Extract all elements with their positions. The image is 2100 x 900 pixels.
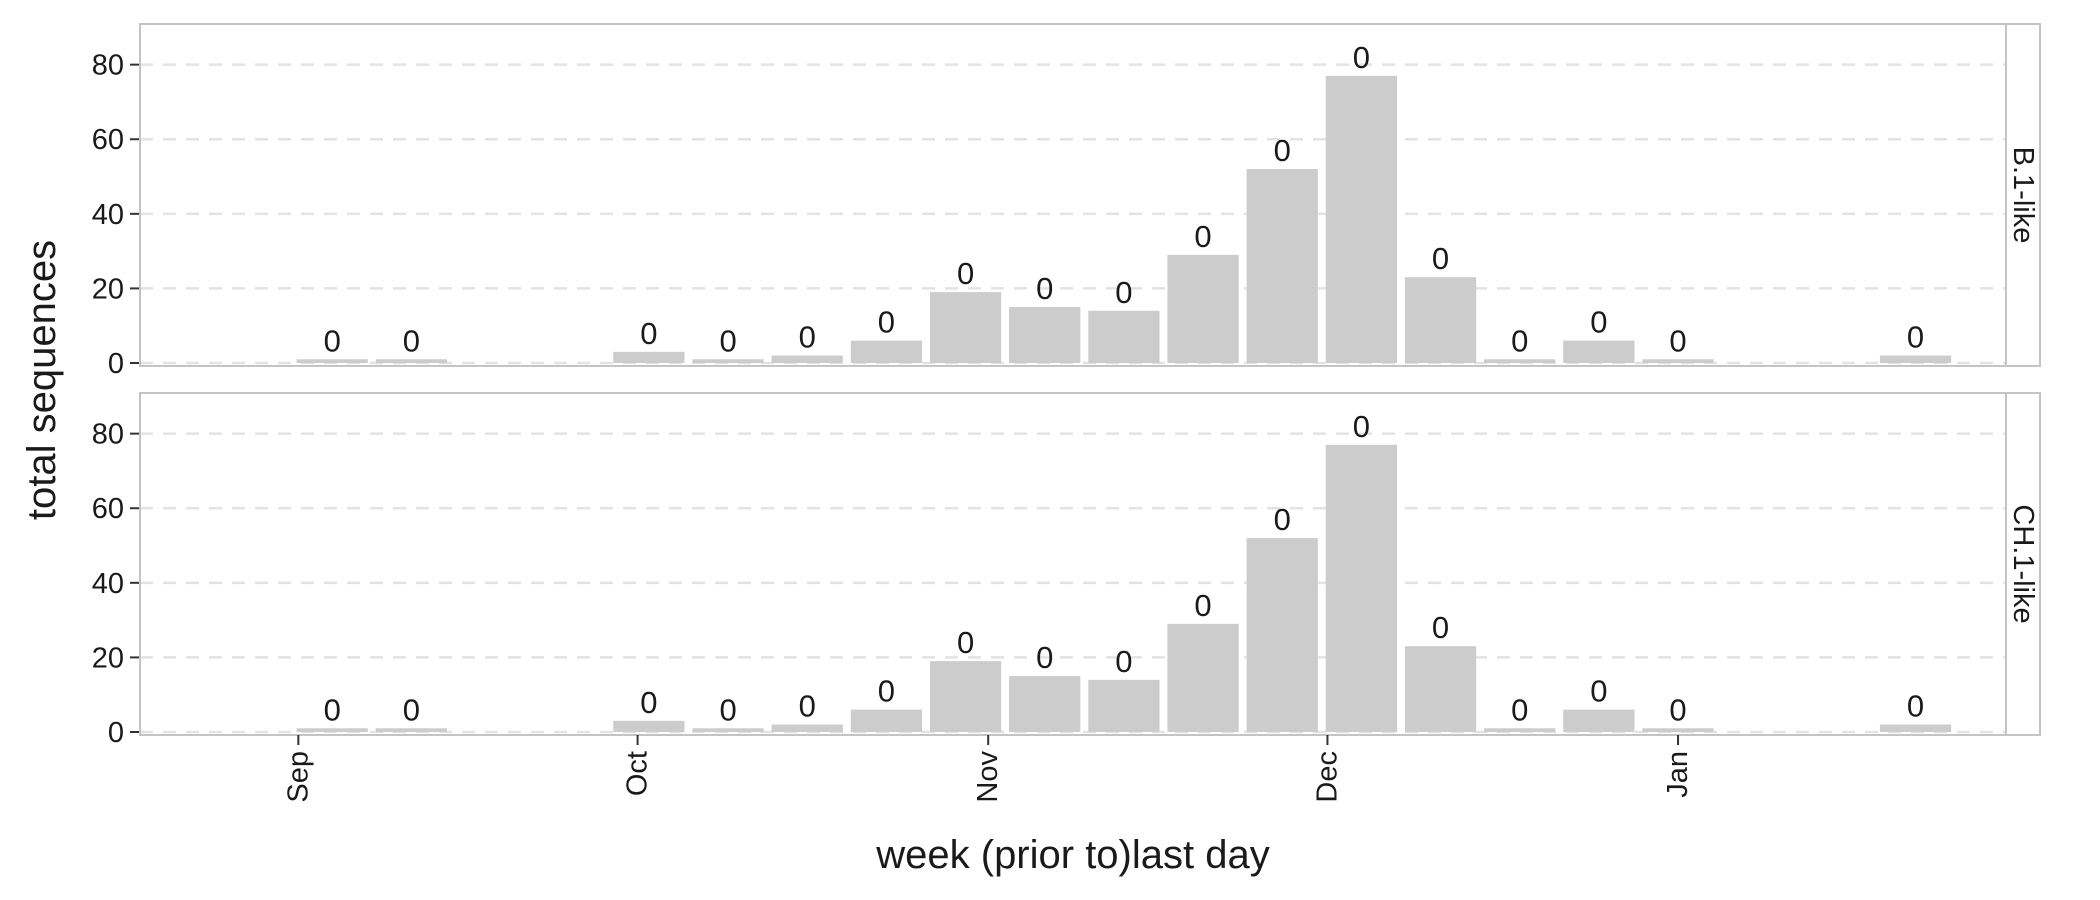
y-tick-label: 0 [108,717,124,749]
bar-data-label: 0 [719,692,736,727]
bar-data-label: 0 [1036,640,1053,675]
bar [1879,724,1952,732]
bar [929,292,1002,363]
bar [850,340,923,363]
facet-strip-label: B.1-like [2007,147,2039,244]
bar [1009,676,1081,732]
bar-data-label: 0 [1511,323,1528,358]
bar [296,728,368,732]
bar-data-label: 0 [640,685,657,720]
bar-data-label: 0 [799,689,816,724]
bar [929,661,1002,732]
bar [375,359,448,363]
x-tick-label: Nov [972,751,1004,803]
bar-data-label: 0 [1511,692,1528,727]
bar [1563,709,1635,732]
bar-data-label: 0 [1432,241,1449,276]
bar [1246,538,1318,732]
x-tick-label: Jan [1662,751,1694,798]
bar-data-label: 0 [324,323,341,358]
bar [1088,679,1160,732]
bar-data-label: 0 [1115,275,1132,310]
bar [692,728,764,732]
bar-data-label: 0 [1669,692,1686,727]
bar [692,359,764,363]
x-tick-label: Sep [282,751,314,803]
y-tick-label: 40 [92,199,124,231]
y-tick-label: 0 [108,348,124,380]
y-axis-title: total sequences [20,240,64,520]
y-tick-label: 40 [92,568,124,600]
bar-data-label: 0 [957,256,974,291]
bar [613,720,685,732]
bar-data-label: 0 [640,316,657,351]
bar-data-label: 0 [1036,271,1053,306]
x-axis-title: week (prior to)last day [875,833,1269,877]
bar-data-label: 0 [1432,610,1449,645]
bar [375,728,448,732]
bar [1167,623,1239,732]
bar [296,359,368,363]
bar [771,724,843,732]
bar [1325,75,1398,363]
facet-panel: 0 20 40 60 80 0 0 0 0 0 0 0 0 0 0 0 0 0 0 0 0 0 B.1-like [92,23,2041,380]
y-tick-label: 20 [92,273,124,305]
y-tick-label: 20 [92,642,124,674]
bar-data-label: 0 [1353,40,1370,75]
bar-data-label: 0 [878,674,895,709]
bar [1484,359,1556,363]
facet-strip [2005,23,2041,367]
bar [1246,169,1318,363]
facet-strip-label: CH.1-like [2007,504,2039,623]
facet-panel: 0 20 40 60 80 0 0 0 0 0 0 0 0 0 0 0 0 0 0 0 0 0 CH.1-like [92,392,2041,749]
bar-data-label: 0 [1907,689,1924,724]
bar-data-label: 0 [1590,305,1607,340]
y-tick-label: 60 [92,493,124,525]
bar-data-label: 0 [403,323,420,358]
bar-data-label: 0 [324,692,341,727]
bar-data-label: 0 [799,320,816,355]
bar [1879,355,1952,363]
y-tick-label: 80 [92,419,124,451]
x-tick-label: Dec [1311,751,1343,803]
bar-data-label: 0 [719,323,736,358]
bar [1404,277,1477,363]
bar [1563,340,1635,363]
bar-data-label: 0 [1274,502,1291,537]
bar [1642,359,1714,363]
bar-data-label: 0 [1353,409,1370,444]
bar-data-label: 0 [1669,323,1686,358]
bar [850,709,923,732]
bar [1642,728,1714,732]
bar [1325,444,1398,732]
y-tick-label: 60 [92,124,124,156]
bar-data-label: 0 [1194,588,1211,623]
x-tick-label: Oct [622,751,654,796]
bar [1484,728,1556,732]
bar [1167,254,1239,363]
bar [1404,646,1477,732]
bar [771,355,843,363]
x-axis: Sep Oct Nov Dec Jan [282,735,1694,803]
chart-panels: 0 20 40 60 80 0 0 0 0 0 0 0 0 0 0 0 0 0 0 0 0 0 B.1-like 0 20 40 6… [92,23,2041,749]
bar-data-label: 0 [1194,219,1211,254]
bar-data-label: 0 [1590,674,1607,709]
bar [1088,310,1160,363]
y-tick-label: 80 [92,50,124,82]
bar [1009,307,1081,363]
bar-data-label: 0 [1907,320,1924,355]
bar-data-label: 0 [957,625,974,660]
bar-data-label: 0 [1115,644,1132,679]
bar-data-label: 0 [403,692,420,727]
facet-strip [2005,392,2041,736]
bar-data-label: 0 [1274,133,1291,168]
bar-data-label: 0 [878,305,895,340]
bar [613,351,685,363]
